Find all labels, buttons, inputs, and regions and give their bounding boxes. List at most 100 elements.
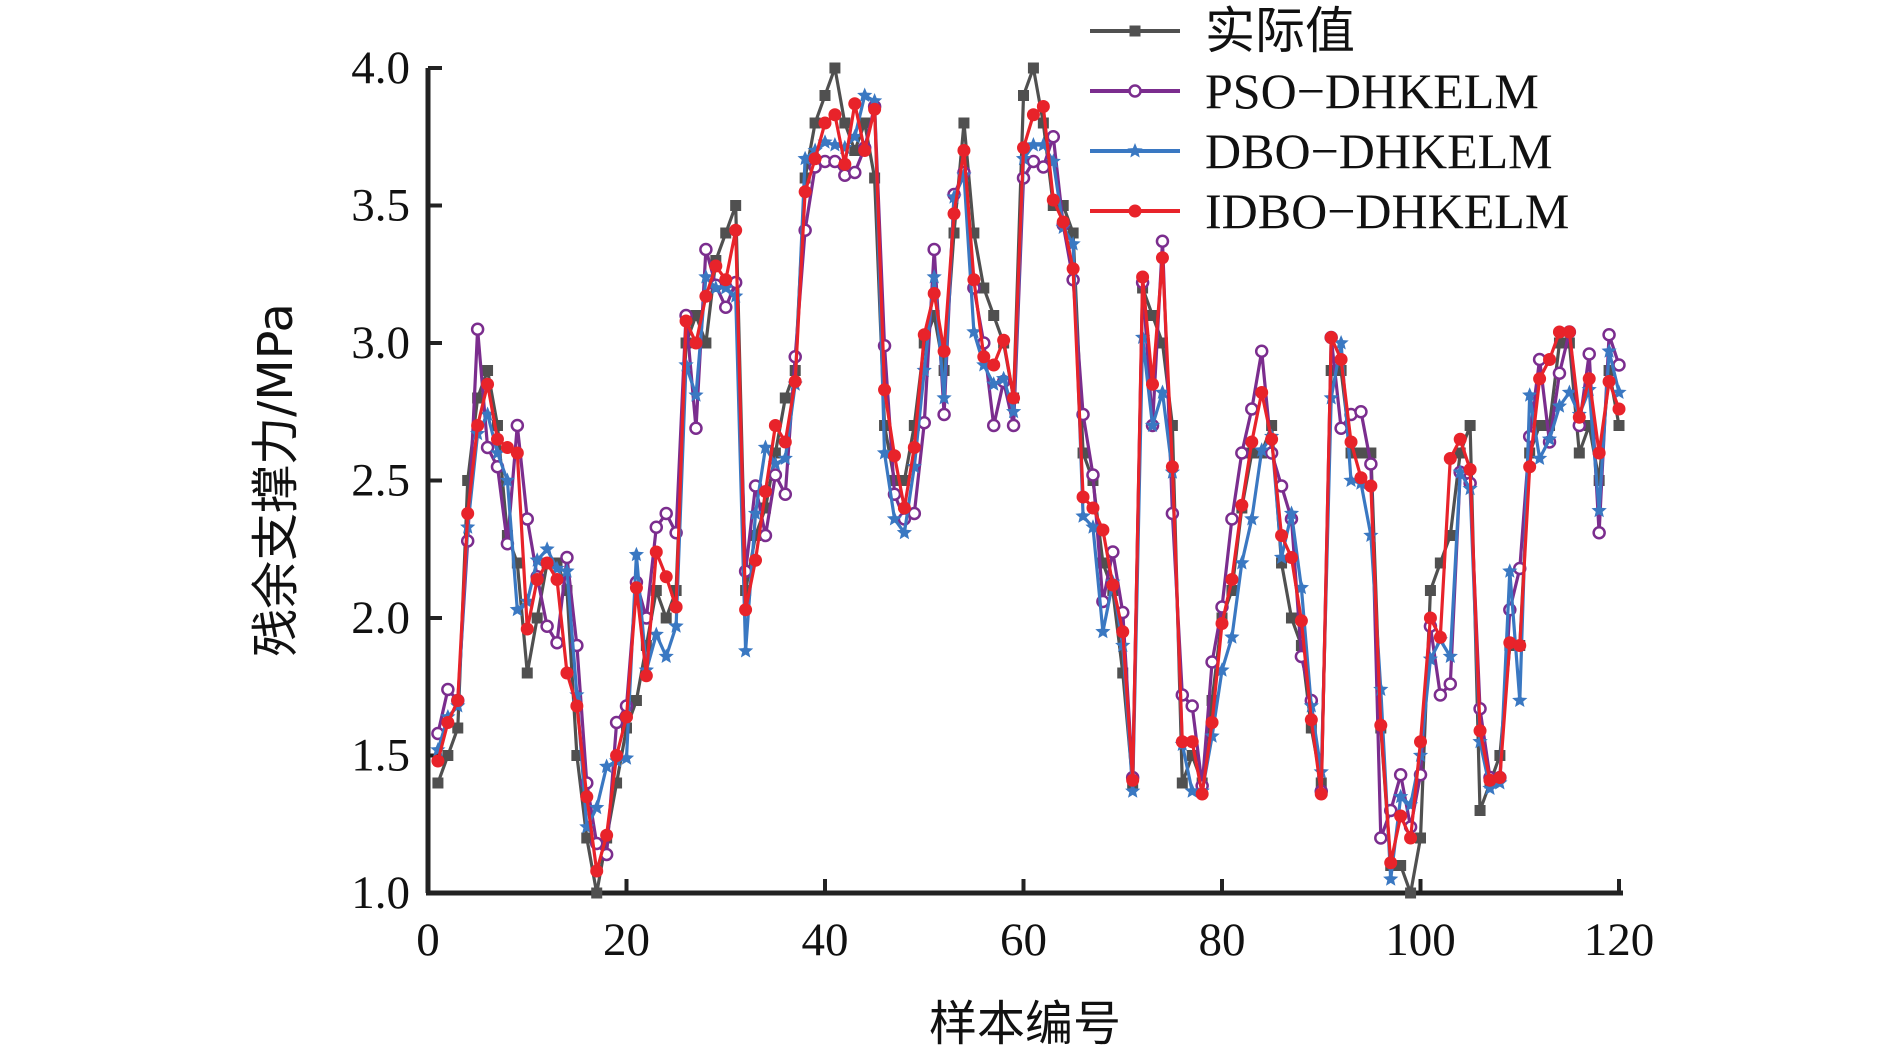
data-point	[689, 336, 703, 350]
data-point	[1453, 432, 1467, 446]
data-point	[648, 626, 664, 641]
data-point	[509, 601, 525, 617]
legend-marker	[1129, 25, 1141, 37]
data-point	[1066, 262, 1080, 276]
data-point	[1532, 450, 1548, 465]
data-point	[1046, 130, 1061, 144]
data-point	[1534, 420, 1546, 431]
data-point	[1006, 418, 1021, 433]
data-point	[668, 618, 684, 633]
data-point	[630, 695, 642, 706]
data-point	[1543, 353, 1557, 366]
data-point	[1235, 498, 1249, 512]
data-point	[452, 722, 464, 734]
data-point	[489, 445, 506, 460]
data-point	[1523, 460, 1537, 474]
data-point	[639, 669, 653, 683]
data-point	[1602, 375, 1616, 388]
data-point	[1275, 529, 1289, 542]
data-point	[441, 716, 455, 729]
data-point	[1106, 578, 1120, 592]
data-point	[767, 456, 783, 471]
data-point	[471, 419, 485, 432]
data-point	[1175, 735, 1189, 749]
data-point	[1443, 677, 1458, 691]
legend-marker	[1127, 143, 1143, 158]
data-point	[1394, 809, 1408, 823]
data-point	[928, 310, 940, 321]
data-point	[1026, 154, 1041, 169]
data-point	[807, 142, 823, 157]
data-point	[1374, 718, 1388, 732]
data-point	[1561, 384, 1577, 399]
data-point	[927, 287, 941, 300]
data-point	[1395, 860, 1407, 871]
data-point	[1612, 358, 1626, 372]
data-point	[1541, 431, 1558, 446]
data-point	[778, 487, 793, 501]
data-point	[1056, 215, 1070, 229]
data-point	[808, 152, 822, 166]
data-point	[1195, 787, 1209, 801]
data-point	[1602, 328, 1616, 342]
data-point	[729, 223, 743, 237]
data-point	[560, 550, 574, 565]
data-point	[1165, 460, 1179, 474]
data-point	[829, 62, 841, 74]
data-point	[480, 440, 495, 455]
axes: 1.0 1.5 2.0 2.5 3.0 3.5 4.0 0 20 40 60 80 100 120	[351, 42, 1654, 966]
data-point	[897, 501, 911, 515]
data-point	[1245, 435, 1259, 449]
data-point	[571, 750, 583, 761]
data-point	[1552, 325, 1566, 339]
data-point	[1266, 420, 1278, 431]
data-point	[1246, 447, 1258, 459]
data-point	[1117, 667, 1129, 679]
x-axis-title: 样本编号	[929, 996, 1121, 1052]
data-point	[1166, 420, 1178, 431]
data-point	[996, 370, 1012, 386]
data-point	[838, 157, 852, 171]
data-point	[550, 636, 564, 650]
data-point	[1582, 347, 1596, 361]
data-point	[1612, 402, 1626, 416]
data-point	[1363, 527, 1379, 542]
data-point	[472, 392, 484, 404]
data-point	[591, 887, 603, 899]
data-point	[1273, 549, 1290, 564]
data-point	[1454, 447, 1466, 459]
data-point	[1384, 856, 1398, 870]
data-point	[431, 754, 445, 768]
data-point	[896, 524, 912, 540]
data-point	[689, 421, 703, 435]
data-point	[1017, 141, 1030, 155]
plot-series	[430, 62, 1627, 899]
data-point	[720, 227, 732, 239]
data-point	[966, 324, 982, 339]
data-point	[1086, 501, 1100, 515]
data-point	[847, 128, 863, 144]
data-point	[610, 749, 624, 762]
data-point	[1591, 502, 1607, 518]
data-point	[491, 420, 503, 431]
data-point	[1234, 555, 1250, 570]
x-tick-label: 0	[416, 914, 440, 966]
data-point	[1155, 234, 1170, 248]
data-point	[1393, 788, 1409, 804]
y-tick-label: 3.0	[351, 317, 410, 369]
data-point	[1583, 420, 1595, 431]
data-point	[730, 200, 742, 211]
data-point	[868, 102, 882, 116]
data-point	[442, 750, 454, 761]
data-point	[1343, 472, 1359, 487]
data-point	[1553, 337, 1565, 349]
data-point	[690, 310, 702, 321]
data-point	[936, 390, 952, 405]
data-point	[1075, 508, 1091, 523]
data-point	[669, 600, 683, 614]
data-point	[1592, 526, 1606, 540]
legend-item: IDBO−DHKELM	[1090, 183, 1569, 239]
data-point	[718, 280, 734, 295]
data-point	[1582, 372, 1596, 386]
